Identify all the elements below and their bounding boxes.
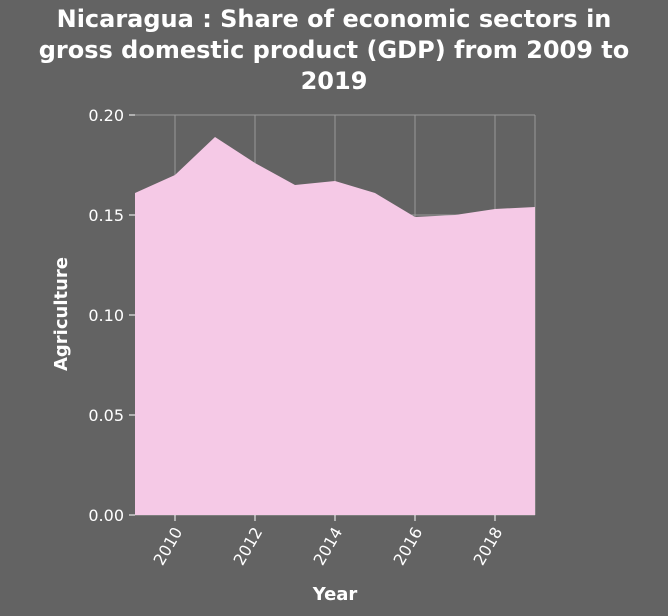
y-axis-ticks: 0.00 0.05 0.10 0.15 0.20 xyxy=(88,106,135,525)
area-series xyxy=(135,137,535,515)
y-tick-label: 0.15 xyxy=(88,206,124,225)
y-tick-label: 0.05 xyxy=(88,406,124,425)
x-tick-label: 2016 xyxy=(390,524,427,569)
x-axis-ticks: 2010 2012 2014 2016 2018 xyxy=(150,515,507,569)
x-tick-label: 2010 xyxy=(150,524,187,569)
y-tick-label: 0.20 xyxy=(88,106,124,125)
x-tick-label: 2014 xyxy=(310,524,347,569)
y-tick-label: 0.00 xyxy=(88,506,124,525)
x-axis-label: Year xyxy=(312,584,358,605)
y-axis-label: Agriculture xyxy=(51,257,72,371)
x-tick-label: 2018 xyxy=(470,524,507,569)
chart-title: Nicaragua : Share of economic sectors in… xyxy=(38,5,630,95)
x-tick-label: 2012 xyxy=(230,524,267,569)
y-tick-label: 0.10 xyxy=(88,306,124,325)
